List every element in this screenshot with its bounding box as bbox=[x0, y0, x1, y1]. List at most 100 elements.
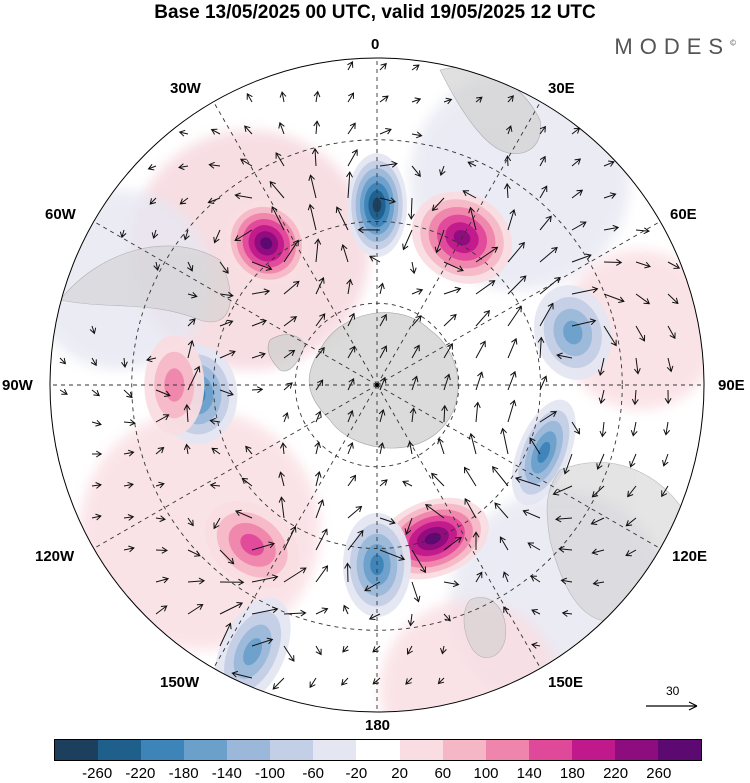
meridian-line bbox=[213, 101, 378, 386]
wind-vector-arrow bbox=[475, 246, 499, 263]
wind-vector-arrow bbox=[499, 536, 509, 551]
wind-vector-arrow bbox=[219, 622, 232, 647]
wind-vector-arrow bbox=[539, 246, 558, 263]
anomaly-background bbox=[380, 600, 560, 712]
wind-vector-arrow bbox=[151, 229, 159, 240]
wind-vector-arrow bbox=[411, 131, 423, 139]
wind-vector-arrow bbox=[507, 241, 525, 263]
wind-vector-arrow bbox=[603, 293, 625, 303]
colorbar-swatch bbox=[528, 740, 572, 760]
wind-vector-arrow bbox=[527, 542, 541, 551]
wind-vector-arrow bbox=[283, 239, 299, 263]
colorbar-tick-label: -140 bbox=[211, 765, 242, 782]
wind-vector-arrow bbox=[425, 504, 445, 519]
wind-vector-arrow bbox=[123, 514, 135, 521]
wind-vector-arrow bbox=[346, 278, 353, 295]
colorbar-tick-label: -220 bbox=[125, 765, 156, 782]
wind-vector-arrow bbox=[343, 604, 350, 615]
wind-vector-arrow bbox=[475, 571, 483, 583]
wind-vector-arrow bbox=[347, 377, 355, 391]
wind-vector-arrow bbox=[571, 253, 592, 263]
wind-vector-arrow bbox=[314, 441, 321, 455]
colorbar-tick-label: -100 bbox=[254, 765, 286, 782]
wind-vector-arrow bbox=[155, 414, 170, 423]
wind-vector-arrow bbox=[91, 513, 102, 521]
wind-vector-arrow bbox=[279, 442, 287, 455]
wind-vector-arrow bbox=[155, 576, 170, 584]
wind-vector-arrow bbox=[625, 517, 637, 527]
wind-vector-arrow bbox=[234, 192, 253, 200]
wind-vector-arrow bbox=[529, 437, 541, 455]
anomaly-contour bbox=[424, 532, 441, 545]
wind-vector-arrow bbox=[539, 155, 546, 167]
wind-vector-arrow bbox=[463, 466, 477, 487]
colorbar-swatch bbox=[313, 740, 357, 760]
wind-vector-arrow bbox=[591, 485, 605, 498]
wind-vector-arrow bbox=[411, 315, 422, 327]
wind-vector-arrow bbox=[219, 389, 234, 397]
reference-vector bbox=[646, 701, 698, 711]
wind-vector-arrow bbox=[402, 229, 413, 251]
wind-vector-arrow bbox=[531, 609, 541, 616]
wind-vector-arrow bbox=[153, 261, 161, 271]
south-america-land bbox=[59, 245, 231, 323]
wind-vector-arrow bbox=[178, 129, 189, 137]
wind-vector-arrow bbox=[443, 613, 451, 622]
wind-vector-arrow bbox=[666, 357, 674, 373]
wind-vector-arrow bbox=[155, 515, 166, 523]
wind-vector-arrow bbox=[379, 517, 396, 525]
wind-vector-arrow bbox=[219, 350, 236, 359]
wind-vector-arrow bbox=[347, 122, 356, 135]
wind-vector-arrow bbox=[407, 613, 415, 627]
wind-vector-arrow bbox=[667, 261, 681, 269]
wind-vector-arrow bbox=[335, 206, 349, 231]
wind-vector-arrow bbox=[468, 432, 477, 455]
wind-vector-arrow bbox=[635, 325, 646, 342]
wind-vector-arrow bbox=[437, 437, 445, 455]
wind-vector-arrow bbox=[505, 125, 513, 135]
colorbar-swatch bbox=[356, 740, 400, 760]
lon-label-150w: 150W bbox=[160, 674, 200, 691]
wind-vector-arrow bbox=[341, 677, 349, 686]
wind-vector-arrow bbox=[409, 261, 417, 275]
lon-label-120w: 120W bbox=[35, 548, 75, 565]
map-border bbox=[49, 57, 705, 713]
wind-vector-arrow bbox=[592, 579, 605, 587]
wind-vector-arrow bbox=[635, 227, 650, 235]
wind-vector-arrow bbox=[213, 229, 221, 244]
wind-vector-arrow bbox=[313, 120, 321, 135]
lon-label-180: 180 bbox=[365, 717, 391, 734]
wind-vector-arrow bbox=[309, 677, 317, 689]
wind-vector-arrow bbox=[347, 345, 356, 359]
wind-vector-arrow bbox=[90, 357, 97, 367]
meridian-line bbox=[93, 384, 378, 549]
wind-vector-arrow bbox=[402, 480, 413, 487]
anomaly-background bbox=[560, 250, 704, 410]
wind-vector-arrow bbox=[530, 575, 541, 583]
wind-vector-arrow bbox=[603, 258, 623, 266]
colorbar-tick-label: -260 bbox=[82, 765, 113, 782]
wind-vector-arrow bbox=[231, 670, 253, 679]
wind-vector-arrow bbox=[278, 121, 285, 135]
wind-vector-arrow bbox=[315, 410, 322, 423]
wind-vector-arrow bbox=[667, 325, 676, 340]
wind-vector-arrow bbox=[251, 541, 276, 551]
wind-vector-arrow bbox=[208, 161, 221, 169]
new-zealand-land bbox=[463, 597, 507, 658]
wind-vector-arrow bbox=[187, 365, 201, 391]
wind-vector-arrow bbox=[344, 562, 352, 583]
wind-vector-arrow bbox=[571, 318, 597, 327]
wind-vector-arrow bbox=[475, 340, 486, 359]
wind-vector-arrow bbox=[468, 206, 477, 231]
colorbar-swatch bbox=[399, 740, 443, 760]
wind-vector-arrow bbox=[211, 447, 221, 455]
wind-vector-arrow bbox=[147, 163, 157, 171]
wind-vector-arrow bbox=[571, 421, 581, 435]
wind-vector-arrow bbox=[434, 229, 445, 254]
wind-vector-arrow bbox=[472, 531, 480, 550]
wind-vector-arrow bbox=[210, 128, 221, 135]
wind-vector-arrow bbox=[187, 291, 198, 299]
wind-vector-arrow bbox=[308, 174, 317, 199]
colorbar-swatch bbox=[657, 740, 701, 760]
wind-vector-arrow bbox=[603, 224, 620, 232]
